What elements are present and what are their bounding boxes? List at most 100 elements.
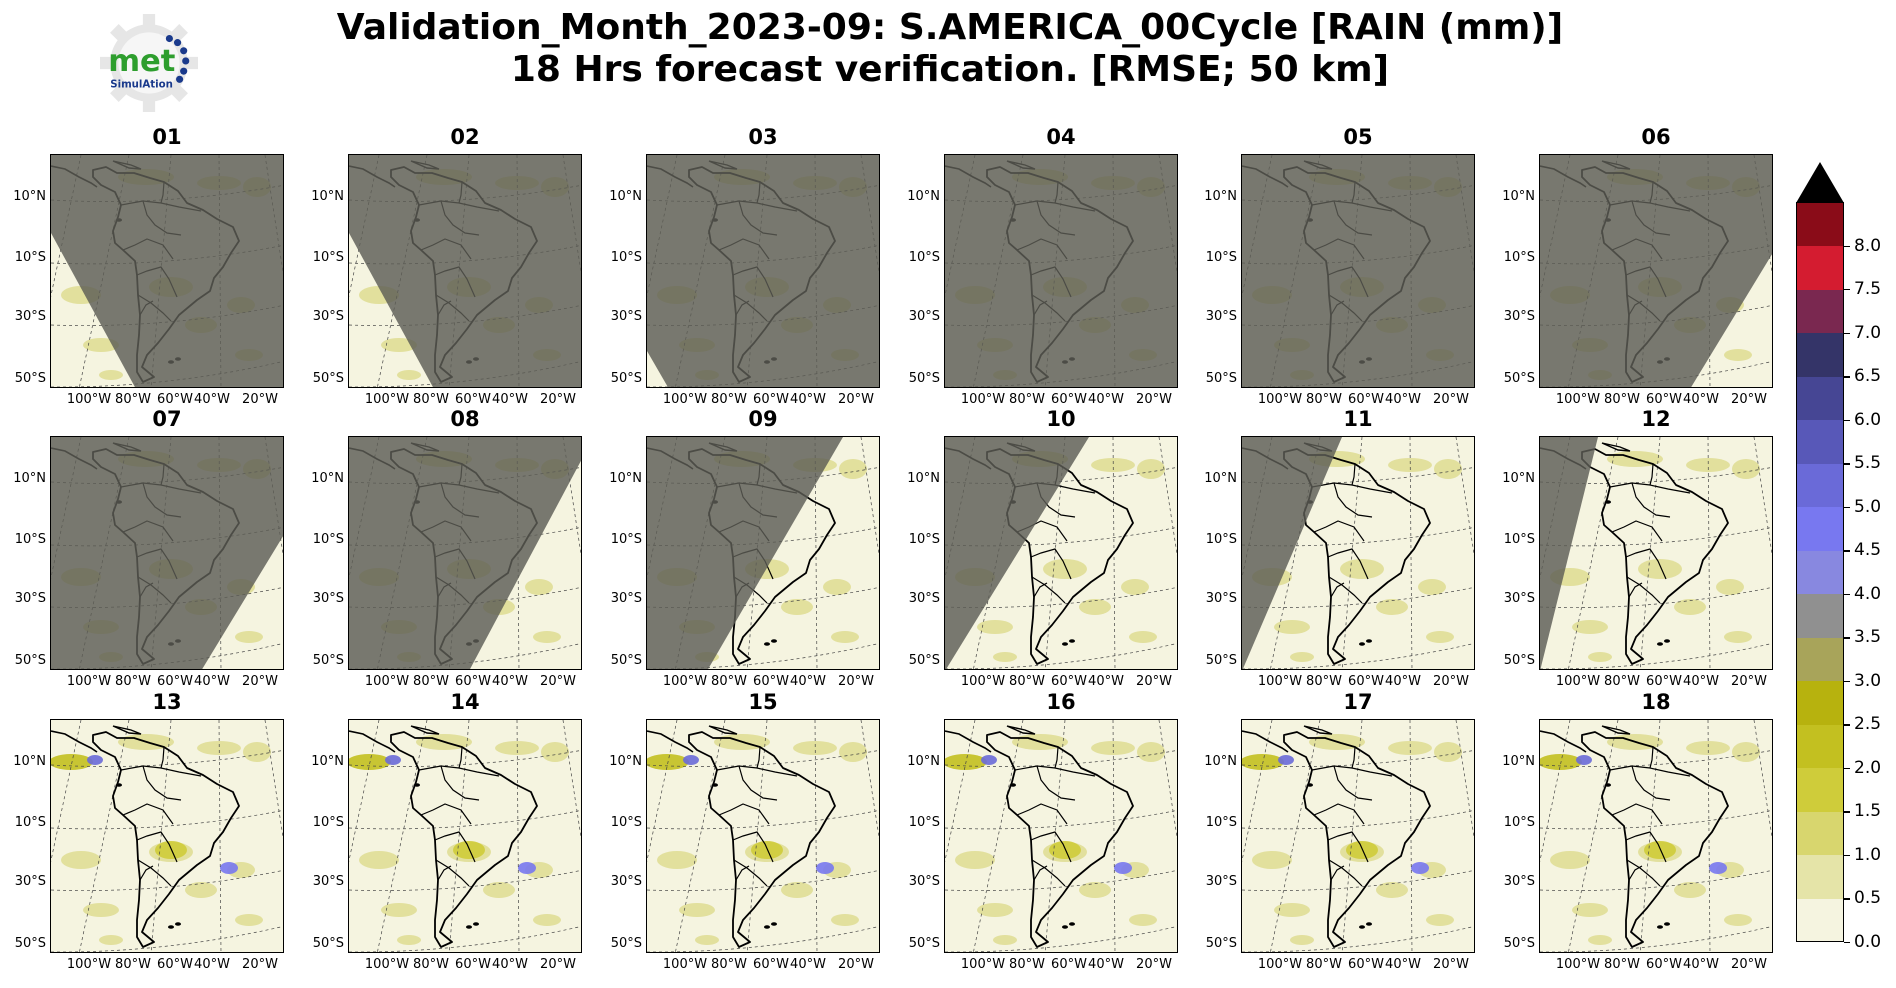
rain-error-patch <box>1274 620 1310 634</box>
longitude-label: 60°W <box>1051 957 1087 972</box>
country-border <box>1333 482 1373 518</box>
latitude-label: 10°N <box>311 189 344 204</box>
longitude-label: 80°W <box>115 957 151 972</box>
rain-error-patch <box>1716 579 1744 595</box>
colorbar-tick <box>1844 680 1850 683</box>
longitude-label: 100°W <box>662 674 708 689</box>
rain-error-patch <box>1121 579 1149 595</box>
latitude-label: 10°N <box>13 471 46 486</box>
rain-error-patch <box>533 631 561 643</box>
latitude-label: 50°S <box>312 653 344 668</box>
colorbar-segment <box>1796 506 1844 551</box>
map-panel: 15 10°N 10°S 30°S 50°S 100°W 80°W 60°W 40°W 20°W <box>596 690 880 976</box>
island-outline <box>1069 922 1075 926</box>
longitude-gridline <box>1270 720 1321 952</box>
panel-title: 09 <box>748 407 778 431</box>
country-border <box>735 865 750 881</box>
night-shading <box>1242 155 1474 387</box>
latitude-label: 50°S <box>14 371 46 386</box>
latitude-label: 50°S <box>610 653 642 668</box>
latitude-label: 50°S <box>1205 936 1237 951</box>
map-canvas <box>945 720 1177 952</box>
rain-error-hotspot <box>1346 841 1378 859</box>
night-shading <box>647 437 843 669</box>
latitude-label: 30°S <box>1205 591 1237 606</box>
country-border <box>1031 576 1066 604</box>
panel-title: 04 <box>1046 125 1076 149</box>
country-border <box>756 746 761 769</box>
colorbar-segment <box>1796 550 1844 595</box>
map-canvas <box>1540 437 1772 669</box>
island-outline <box>1605 500 1611 504</box>
south-america-coastline <box>1581 448 1729 665</box>
latitude-label: 10°S <box>1205 250 1237 265</box>
latitude-gridline <box>51 810 283 830</box>
longitude-gridline <box>1341 720 1363 952</box>
longitude-label: 60°W <box>1348 674 1384 689</box>
met-simulation-logo: met SimulAtion <box>100 14 198 112</box>
colorbar: 0.0 0.5 1.0 1.5 2.0 2.5 3.0 3.5 4.0 4.5 5.0 5.5 6.0 6… <box>1796 162 1881 951</box>
latitude-label: 30°S <box>14 874 46 889</box>
latitude-label: 30°S <box>908 591 940 606</box>
colorbar-frame <box>1796 202 1844 942</box>
longitude-label: 60°W <box>1348 392 1384 407</box>
country-border <box>1628 582 1643 598</box>
longitude-label: 100°W <box>364 674 410 689</box>
country-border <box>137 859 172 887</box>
colorbar-tick <box>1844 550 1850 552</box>
longitude-label: 80°W <box>1604 957 1640 972</box>
country-border <box>122 803 174 825</box>
colorbar-segment <box>1796 724 1844 769</box>
country-border <box>136 831 178 863</box>
map-canvas <box>647 155 879 387</box>
logo-text: met <box>108 44 175 79</box>
map-canvas <box>945 155 1177 387</box>
latitude-label: 10°S <box>312 815 344 830</box>
rain-error-patch <box>1137 459 1165 479</box>
rmse-map <box>348 719 582 953</box>
map-panel: 03 10°N 10°S 30°S 50°S 100°W 80°W 60°W 40°W 20°W <box>596 125 880 411</box>
rain-error-hotspot <box>155 841 187 859</box>
longitude-label: 40°W <box>492 392 528 407</box>
longitude-label: 80°W <box>1604 674 1640 689</box>
longitude-label: 20°W <box>540 957 576 972</box>
longitude-label: 20°W <box>838 674 874 689</box>
island-outline <box>466 925 472 929</box>
rain-error-patch <box>1388 741 1432 755</box>
country-border <box>1611 803 1663 825</box>
longitude-label: 40°W <box>1088 392 1124 407</box>
south-america-coastline <box>688 731 836 948</box>
rain-error-patch <box>1418 579 1446 595</box>
colorbar-tick-label: 5.5 <box>1854 453 1882 474</box>
latitude-gridline <box>51 587 283 608</box>
rain-error-patch <box>1572 620 1608 634</box>
map-canvas <box>1540 155 1772 387</box>
country-border <box>1625 831 1667 863</box>
latitude-gridline <box>51 926 283 952</box>
map-panel: 02 10°N 10°S 30°S 50°S 100°W 80°W 60°W 40°W 20°W <box>298 125 582 411</box>
rain-error-patch <box>679 903 715 917</box>
country-border <box>1016 803 1068 825</box>
latitude-gridline <box>647 926 879 952</box>
rain-error-patch <box>99 935 123 945</box>
rmse-map <box>646 719 880 953</box>
colorbar-tick <box>1844 506 1850 509</box>
longitude-label: 60°W <box>157 957 193 972</box>
longitude-label: 20°W <box>1731 392 1767 407</box>
longitude-label: 100°W <box>662 957 708 972</box>
rain-error-patch <box>1079 599 1111 615</box>
longitude-label: 60°W <box>753 392 789 407</box>
rain-error-patch <box>61 851 101 869</box>
longitude-label: 60°W <box>753 674 789 689</box>
map-panel: 10 10°N 10°S 30°S 50°S 100°W 80°W 60°W 40°W 20°W <box>894 407 1178 693</box>
island-outline <box>168 925 174 929</box>
longitude-label: 100°W <box>66 392 112 407</box>
night-shading <box>349 155 581 387</box>
latitude-gridline <box>349 749 581 767</box>
rain-error-hotspot <box>1576 755 1592 765</box>
rmse-map <box>646 154 880 388</box>
longitude-label: 40°W <box>194 392 230 407</box>
colorbar-tick <box>1844 245 1850 247</box>
longitude-label: 40°W <box>1385 674 1421 689</box>
longitude-label: 80°W <box>711 674 747 689</box>
